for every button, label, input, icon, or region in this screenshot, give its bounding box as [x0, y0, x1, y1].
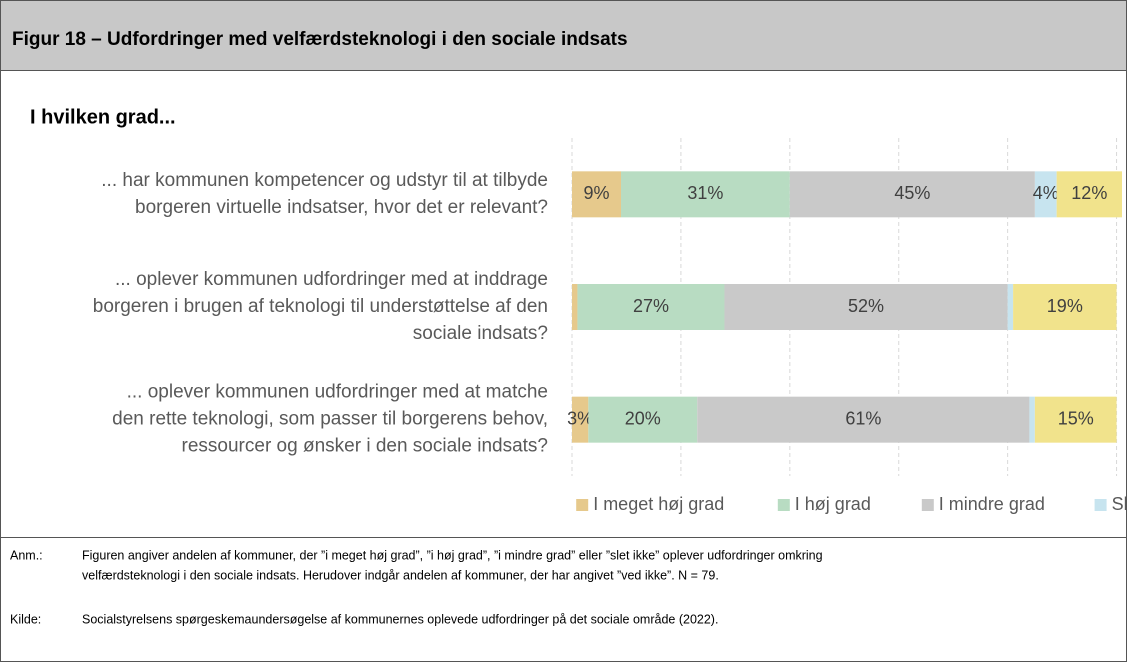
bar-segment [1013, 284, 1117, 330]
data-label: 27% [633, 296, 669, 316]
data-label: 31% [687, 183, 723, 203]
legend-swatch [1094, 499, 1107, 511]
category-label: ... har kommunen kompetencer og udstyr t… [101, 170, 548, 191]
bar-segment [577, 284, 725, 330]
category-label: ... oplever kommunen udfordringer med at… [127, 382, 548, 403]
category-label: ... oplever kommunen udfordringer med at… [115, 269, 548, 290]
source-text: Socialstyrelsens spørgeskemaundersøgelse… [82, 612, 718, 626]
chart-subtitle: I hvilken grad... [30, 106, 176, 128]
bar-segment [1029, 396, 1035, 443]
bar-segment [572, 171, 622, 218]
source-label: Kilde: [10, 612, 41, 626]
data-label: 61% [845, 408, 881, 428]
data-label: 9% [583, 183, 609, 203]
data-label: 3% [567, 408, 593, 428]
note-text: Figuren angiver andelen af kommuner, der… [82, 548, 823, 562]
bar-segment [572, 396, 589, 443]
bar-segment [1034, 396, 1117, 443]
data-label: 19% [1047, 296, 1083, 316]
data-label: 15% [1058, 408, 1094, 428]
legend-swatch [576, 499, 589, 511]
legend-label: I meget høj grad [593, 494, 724, 514]
legend-swatch [777, 499, 790, 511]
bar-segment [697, 396, 1030, 443]
legend-label: Slet ikke [1112, 494, 1127, 514]
note-text: velfærdsteknologi i den sociale indsats.… [82, 568, 719, 582]
bar-segment [1007, 284, 1014, 330]
bar-segment [572, 284, 578, 330]
data-label: 52% [848, 296, 884, 316]
bar-segment [1034, 171, 1057, 218]
bar-segment [621, 171, 790, 218]
legend-label: I mindre grad [939, 494, 1045, 514]
category-label: den rette teknologi, som passer til borg… [112, 409, 548, 430]
data-label: 20% [625, 408, 661, 428]
category-label: ressourcer og ønsker i den sociale indsa… [182, 436, 548, 457]
chart-title: Figur 18 – Udfordringer med velfærdstekn… [12, 29, 628, 50]
category-label: borgeren i brugen af teknologi til under… [93, 296, 548, 317]
category-label: borgeren virtuelle indsatser, hvor det e… [135, 197, 548, 218]
bar-segment [724, 284, 1008, 330]
header [0, 0, 1127, 71]
legend-swatch [921, 499, 934, 511]
data-label: 4% [1033, 183, 1059, 203]
bar-segment [1056, 171, 1122, 218]
data-label: 45% [894, 183, 930, 203]
bar-segment [789, 171, 1035, 218]
category-label: sociale indsats? [413, 323, 548, 344]
data-label: 12% [1071, 183, 1107, 203]
bar-segment [588, 396, 698, 443]
legend-label: I høj grad [795, 494, 871, 514]
note-label: Anm.: [10, 548, 43, 562]
